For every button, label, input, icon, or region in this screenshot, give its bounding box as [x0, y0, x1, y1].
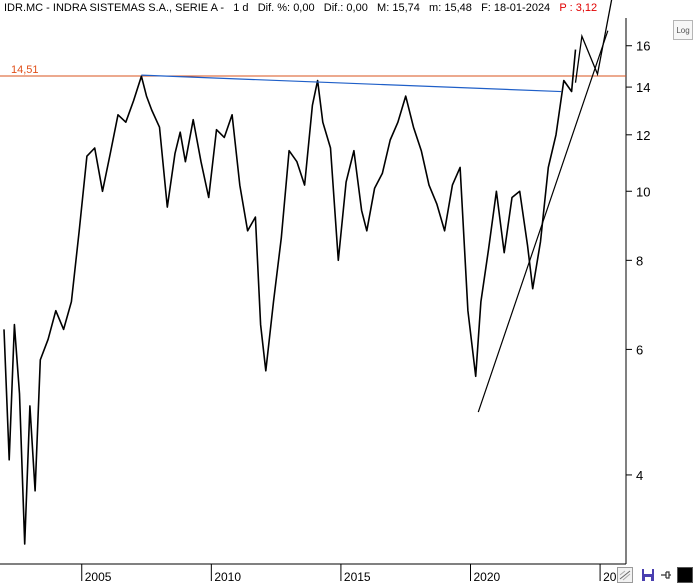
p-value: 3,12	[575, 2, 598, 14]
date-label: F:	[481, 2, 491, 14]
y-tick-label: 10	[636, 184, 650, 199]
pin-icon[interactable]	[658, 567, 674, 583]
max-value: 15,74	[392, 2, 420, 14]
save-icon[interactable]	[640, 567, 656, 583]
x-tick-label: 2005	[85, 570, 112, 584]
color-swatch-icon[interactable]	[677, 567, 693, 583]
min-value: 15,48	[444, 2, 472, 14]
y-tick-label: 16	[636, 39, 650, 54]
resistance-line	[141, 74, 562, 93]
y-tick-label: 4	[636, 468, 643, 483]
ticker-label: IDR.MC - INDRA SISTEMAS S.A., SERIE A -	[4, 2, 225, 14]
y-tick-label: 6	[636, 342, 643, 357]
x-tick-label: 2020	[474, 570, 501, 584]
x-tick-label: 2010	[214, 570, 241, 584]
level-label: 14,51	[11, 64, 39, 76]
min-label: m:	[429, 2, 442, 14]
y-tick-label: 8	[636, 253, 643, 268]
dif-value: 0,00	[346, 2, 368, 14]
chart-header: IDR.MC - INDRA SISTEMAS S.A., SERIE A - …	[4, 2, 598, 18]
dif-pct-value: 0,00	[293, 2, 315, 14]
dif-pct-label: Dif. %:	[257, 2, 291, 14]
price-line	[3, 49, 577, 545]
dif-label: Dif.:	[323, 2, 344, 14]
support-trendline	[477, 30, 609, 413]
zoom-icon[interactable]	[617, 567, 633, 583]
y-tick-label: 14	[636, 80, 650, 95]
x-tick-label: 2015	[344, 570, 371, 584]
date-value: 18-01-2024	[493, 2, 551, 14]
log-scale-button[interactable]: Log	[673, 20, 693, 40]
max-label: M:	[377, 2, 390, 14]
projection-path	[574, 0, 613, 83]
y-tick-label: 12	[636, 128, 650, 143]
period-label: 1 d	[233, 2, 249, 14]
p-label: P :	[559, 2, 573, 14]
